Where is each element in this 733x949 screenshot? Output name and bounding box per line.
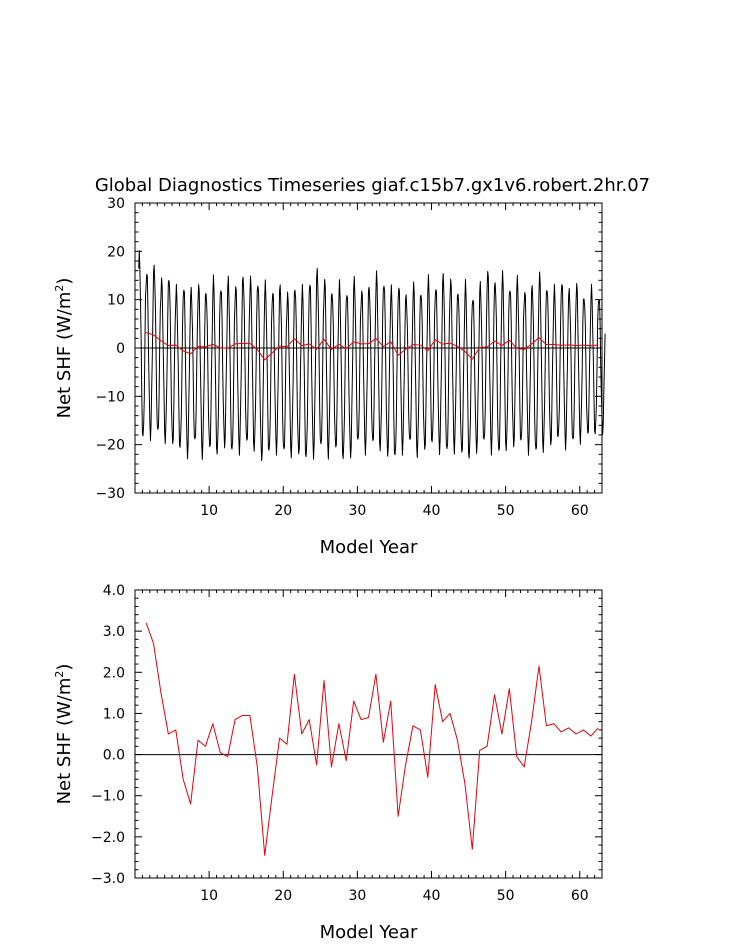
y-tick-label: 4.0 bbox=[103, 583, 125, 599]
series-line-annual bbox=[145, 332, 599, 361]
x-axis-label: Model Year bbox=[320, 922, 418, 943]
y-tick-label: 2.0 bbox=[103, 665, 125, 681]
y-tick-label: −1.0 bbox=[91, 789, 125, 805]
y-tick-label: −3.0 bbox=[91, 871, 125, 887]
series-line-monthly bbox=[138, 250, 606, 462]
y-axis-label-text: Net SHF (W/m bbox=[54, 292, 75, 419]
y-tick-label: −20 bbox=[95, 438, 125, 454]
x-tick-label: 60 bbox=[571, 888, 589, 904]
x-axis-label: Model Year bbox=[320, 537, 418, 558]
x-tick-label: 50 bbox=[497, 503, 515, 519]
y-tick-label: 20 bbox=[107, 244, 125, 260]
x-tick-label: 50 bbox=[497, 888, 515, 904]
y-tick-label: 0 bbox=[116, 341, 125, 357]
y-tick-label: −30 bbox=[95, 486, 125, 502]
y-axis-label-text: Net SHF (W/m bbox=[54, 678, 75, 805]
x-tick-label: 30 bbox=[348, 503, 366, 519]
y-tick-label: 30 bbox=[107, 196, 125, 212]
y-axis-label-superscript: 2 bbox=[53, 671, 66, 678]
y-axis-label: Net SHF (W/m2) bbox=[53, 278, 75, 419]
bottom-panel: −3.0 −2.0 −1.0 0.0 1.0 2.0 3.0 4.0 10 20 30 40 50 60 M… bbox=[53, 583, 603, 943]
x-tick-label: 30 bbox=[348, 888, 366, 904]
y-axis-label-close: ) bbox=[54, 278, 75, 285]
x-tick-label: 20 bbox=[274, 888, 292, 904]
top-panel: −30 −20 −10 0 10 20 30 10 20 30 40 50 60 Global Diagn… bbox=[53, 175, 650, 558]
y-axis-label-close: ) bbox=[54, 664, 75, 671]
x-tick-label: 10 bbox=[200, 888, 218, 904]
x-tick-label: 20 bbox=[274, 503, 292, 519]
y-tick-label: 3.0 bbox=[103, 624, 125, 640]
y-tick-label: 0.0 bbox=[103, 748, 125, 764]
x-tick-label: 10 bbox=[200, 503, 218, 519]
y-tick-label: 10 bbox=[107, 293, 125, 309]
plot-frame bbox=[134, 589, 603, 879]
x-tick-label: 40 bbox=[423, 888, 441, 904]
y-axis-label-superscript: 2 bbox=[53, 285, 66, 292]
x-tick-label: 60 bbox=[571, 503, 589, 519]
x-tick-label: 40 bbox=[423, 503, 441, 519]
y-axis-label: Net SHF (W/m2) bbox=[53, 664, 75, 805]
chart-title: Global Diagnostics Timeseries giaf.c15b7… bbox=[95, 175, 650, 196]
series-line-annual bbox=[145, 622, 599, 856]
y-tick-label: 1.0 bbox=[103, 706, 125, 722]
y-tick-label: −2.0 bbox=[91, 830, 125, 846]
y-tick-label: −10 bbox=[95, 389, 125, 405]
